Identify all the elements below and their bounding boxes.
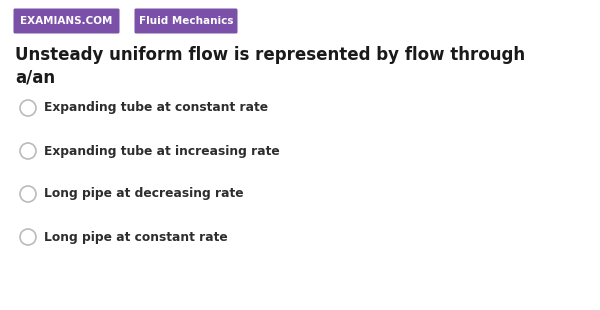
FancyBboxPatch shape: [14, 8, 119, 33]
FancyBboxPatch shape: [134, 8, 238, 33]
Circle shape: [20, 186, 36, 202]
Text: Expanding tube at increasing rate: Expanding tube at increasing rate: [44, 144, 280, 157]
Text: Unsteady uniform flow is represented by flow through: Unsteady uniform flow is represented by …: [15, 46, 525, 64]
Circle shape: [20, 143, 36, 159]
Text: Long pipe at decreasing rate: Long pipe at decreasing rate: [44, 188, 244, 201]
Circle shape: [20, 100, 36, 116]
Text: EXAMIANS.COM: EXAMIANS.COM: [20, 16, 113, 26]
Text: Expanding tube at constant rate: Expanding tube at constant rate: [44, 101, 268, 114]
Text: a/an: a/an: [15, 68, 55, 86]
Text: Long pipe at constant rate: Long pipe at constant rate: [44, 231, 228, 243]
Circle shape: [20, 229, 36, 245]
Text: Fluid Mechanics: Fluid Mechanics: [139, 16, 233, 26]
